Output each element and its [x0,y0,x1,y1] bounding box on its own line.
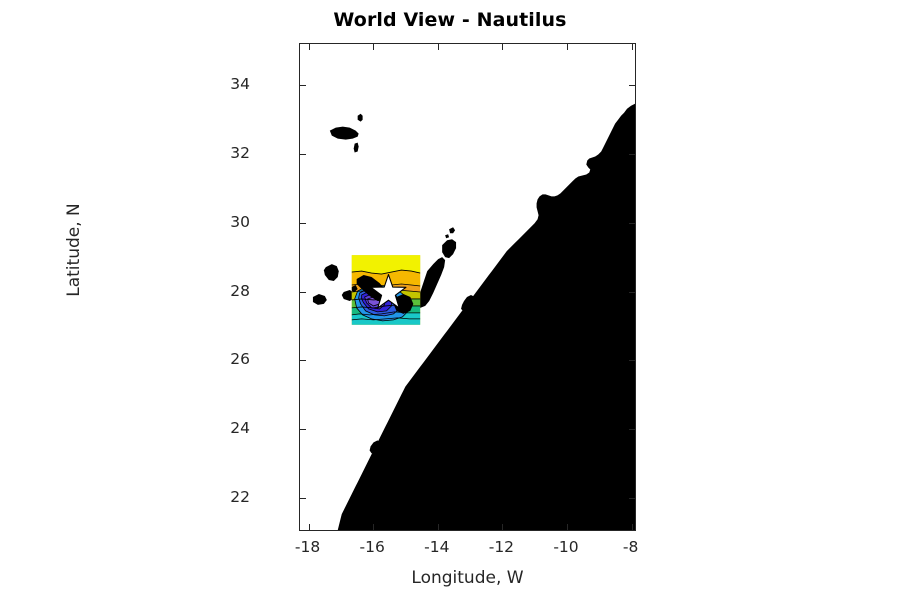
page-title: World View - Nautilus [333,9,567,31]
africa-coast-detail-1 [461,294,475,311]
desertas-islands [353,142,359,153]
ytick-34 [300,85,306,87]
star-marker[interactable] [370,274,407,309]
yticklabel-28: 28 [230,281,250,300]
xticklabel-8: -8 [622,538,639,556]
madeira-island [329,126,359,140]
el-hierro-island [312,293,327,305]
map-svg [312,103,635,530]
la-palma-island [323,264,339,282]
ytick-30 [300,222,306,224]
contour-band-yellow [351,255,421,275]
lanzarote-island [442,239,457,259]
xticklabel-16: -16 [359,538,385,556]
xticklabel-14: -14 [424,538,450,556]
xtick-8 [631,524,633,530]
xtick-16 [373,524,375,530]
africa-coast-detail-2 [369,440,381,454]
xtick-14 [437,524,439,530]
porto-santo-island [357,113,363,122]
ytick-right-32 [629,154,635,156]
xticklabel-10: -10 [553,538,579,556]
ytick-right-28 [629,291,635,293]
xticklabel-12: -12 [488,538,515,556]
xtick-top-10 [567,44,568,50]
ytick-28 [300,291,306,293]
map-axes[interactable] [299,43,636,531]
yticklabel-24: 24 [230,419,250,438]
la-gomera-island [341,289,355,301]
yticklabel-34: 34 [230,75,250,94]
xticklabel-18: -18 [294,538,321,556]
ytick-right-30 [629,222,635,224]
xtick-top-14 [437,44,439,50]
xtick-top-18 [308,44,310,50]
xtick-top-8 [631,44,633,50]
yticklabel-32: 32 [230,144,250,163]
xtick-top-12 [502,44,504,50]
ytick-22 [300,497,306,499]
fuerteventura-island [417,257,446,308]
ytick-right-26 [629,360,635,362]
ytick-right-22 [629,497,635,499]
yticklabel-30: 30 [230,212,250,231]
ytick-24 [300,429,306,431]
x-axis-label: Longitude, W [411,568,524,588]
ytick-right-34 [629,85,635,87]
y-axis-label: Latitude, N [64,203,84,297]
africa-mainland-polygon [337,103,635,530]
graciosa-islet [445,234,450,239]
yticklabel-26: 26 [230,350,250,369]
xtick-18 [308,524,310,530]
xtick-10 [567,524,568,530]
ytick-26 [300,360,306,362]
star-marker-glyph[interactable] [370,274,407,309]
ytick-32 [300,154,306,156]
yticklabel-22: 22 [230,487,250,506]
alegranza-islet [449,227,456,234]
ytick-right-24 [629,429,635,431]
xtick-12 [502,524,504,530]
xtick-top-16 [373,44,375,50]
